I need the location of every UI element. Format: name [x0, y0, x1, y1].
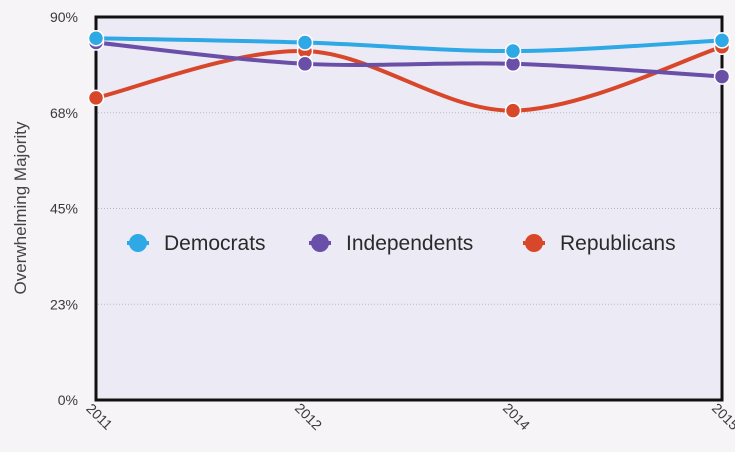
y-tick-label: 68%: [50, 105, 78, 121]
republicans-legend-marker: [525, 234, 543, 252]
series-lines: [87, 30, 731, 119]
independents-line: [94, 40, 724, 79]
republicans-legend-label: Republicans: [560, 232, 676, 255]
y-axis-label: Overwhelming Majority: [11, 121, 30, 294]
democrats-point: [713, 32, 731, 49]
x-tick-label: 2012: [292, 400, 325, 433]
y-tick-labels: 0% 23% 45% 68% 90%: [50, 9, 78, 408]
democrats-point: [296, 34, 314, 51]
y-tick-label: 90%: [50, 9, 78, 25]
plot-area: [94, 15, 724, 402]
democrats-point: [87, 30, 105, 47]
democrats-line: [94, 36, 724, 54]
republicans-line: [94, 44, 724, 113]
x-tick-labels: 2011 2012 2014 2015: [83, 400, 735, 433]
x-tick-label: 2011: [83, 400, 116, 433]
independents-point: [296, 55, 314, 73]
x-tick-label: 2015: [709, 400, 735, 433]
republicans-point: [504, 102, 522, 119]
independents-legend-label: Independents: [346, 232, 473, 255]
y-tick-label: 0%: [58, 392, 78, 408]
democrats-legend-label: Democrats: [164, 232, 266, 255]
independents-point: [713, 68, 731, 85]
independents-legend-marker: [311, 234, 329, 252]
republicans-point: [87, 89, 105, 107]
x-tick-label: 2014: [500, 400, 533, 433]
y-tick-label: 23%: [50, 296, 78, 312]
y-tick-label: 45%: [50, 201, 78, 217]
legend: Democrats Independents Republicans: [127, 232, 676, 255]
democrats-legend-marker: [129, 234, 147, 252]
democrats-point: [504, 42, 522, 60]
